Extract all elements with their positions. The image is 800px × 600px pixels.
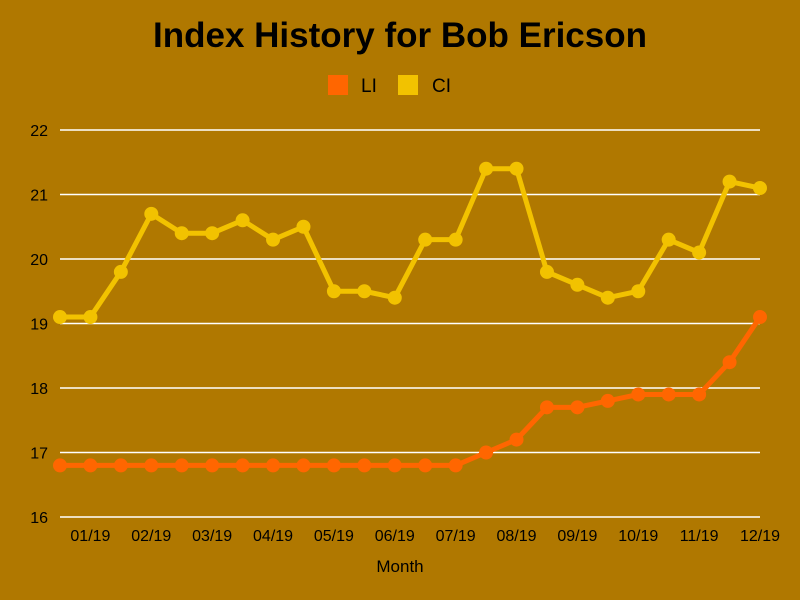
data-point-ci bbox=[600, 290, 615, 305]
legend-label-ci: CI bbox=[432, 76, 451, 97]
data-point-li bbox=[235, 458, 250, 473]
x-tick-label: 08/19 bbox=[496, 528, 536, 545]
data-point-ci bbox=[509, 161, 524, 176]
y-tick-label: 22 bbox=[30, 123, 48, 140]
y-tick-label: 17 bbox=[30, 446, 48, 463]
data-point-ci bbox=[296, 219, 311, 234]
data-point-li bbox=[83, 458, 98, 473]
series-line-ci bbox=[57, 166, 763, 320]
data-point-ci bbox=[479, 161, 494, 176]
x-tick-label: 10/19 bbox=[618, 528, 658, 545]
data-point-li bbox=[722, 355, 737, 370]
data-point-ci bbox=[53, 310, 67, 325]
data-point-li bbox=[631, 387, 646, 402]
data-point-ci bbox=[205, 226, 220, 241]
x-tick-label: 04/19 bbox=[253, 528, 293, 545]
data-point-li bbox=[600, 393, 615, 408]
data-point-li bbox=[479, 445, 494, 460]
y-tick-label: 20 bbox=[30, 252, 48, 269]
series-li bbox=[53, 310, 767, 473]
series-line-li bbox=[57, 314, 763, 468]
y-axis-ticks: 16 17 18 19 20 21 22 bbox=[30, 123, 48, 527]
data-point-li bbox=[296, 458, 311, 473]
x-tick-label: 03/19 bbox=[192, 528, 232, 545]
data-point-ci bbox=[539, 264, 554, 279]
legend-swatch-ci bbox=[398, 75, 418, 95]
data-point-ci bbox=[570, 277, 585, 292]
data-point-ci bbox=[418, 232, 433, 247]
legend: LI CI bbox=[328, 75, 451, 97]
data-point-ci bbox=[83, 310, 98, 325]
data-point-ci bbox=[144, 206, 159, 221]
series-ci bbox=[53, 161, 767, 325]
data-point-li bbox=[387, 458, 402, 473]
data-point-ci bbox=[631, 284, 646, 299]
legend-label-li: LI bbox=[361, 76, 377, 97]
gridlines bbox=[60, 129, 760, 518]
data-point-li bbox=[692, 387, 707, 402]
x-tick-label: 07/19 bbox=[436, 528, 476, 545]
data-point-ci bbox=[448, 232, 463, 247]
y-tick-label: 21 bbox=[30, 188, 48, 205]
data-point-li bbox=[266, 458, 281, 473]
x-axis-label: Month bbox=[376, 557, 423, 576]
data-point-ci bbox=[357, 284, 372, 299]
data-point-li bbox=[174, 458, 189, 473]
data-point-ci bbox=[326, 284, 341, 299]
x-tick-label: 09/19 bbox=[557, 528, 597, 545]
data-point-li bbox=[448, 458, 463, 473]
x-tick-label: 11/19 bbox=[680, 528, 719, 545]
data-point-ci bbox=[722, 174, 737, 189]
data-point-li bbox=[357, 458, 372, 473]
data-point-ci bbox=[661, 232, 676, 247]
x-tick-label: 05/19 bbox=[314, 528, 354, 545]
y-tick-label: 16 bbox=[30, 510, 48, 527]
data-point-ci bbox=[266, 232, 281, 247]
data-point-li bbox=[753, 310, 767, 325]
data-point-ci bbox=[387, 290, 402, 305]
data-point-ci bbox=[113, 264, 128, 279]
data-point-ci bbox=[692, 245, 707, 260]
legend-swatch-li bbox=[328, 75, 348, 95]
data-point-ci bbox=[753, 181, 767, 196]
x-tick-label: 12/19 bbox=[740, 528, 780, 545]
data-point-ci bbox=[235, 213, 250, 228]
data-point-ci bbox=[174, 226, 189, 241]
data-point-li bbox=[113, 458, 128, 473]
chart-title: Index History for Bob Ericson bbox=[153, 16, 647, 55]
y-tick-label: 18 bbox=[30, 381, 48, 398]
data-point-li bbox=[53, 458, 67, 473]
data-point-li bbox=[661, 387, 676, 402]
data-point-li bbox=[539, 400, 554, 415]
data-point-li bbox=[326, 458, 341, 473]
x-axis-ticks: 01/19 02/19 03/19 04/19 05/19 06/19 07/19 08/19… bbox=[70, 528, 780, 545]
x-tick-label: 01/19 bbox=[70, 528, 110, 545]
data-point-li bbox=[144, 458, 159, 473]
data-point-li bbox=[418, 458, 433, 473]
y-tick-label: 19 bbox=[30, 317, 48, 334]
x-tick-label: 02/19 bbox=[131, 528, 171, 545]
data-point-li bbox=[509, 432, 524, 447]
series-layer bbox=[53, 161, 767, 473]
data-point-li bbox=[570, 400, 585, 415]
x-tick-label: 06/19 bbox=[375, 528, 415, 545]
data-point-li bbox=[205, 458, 220, 473]
